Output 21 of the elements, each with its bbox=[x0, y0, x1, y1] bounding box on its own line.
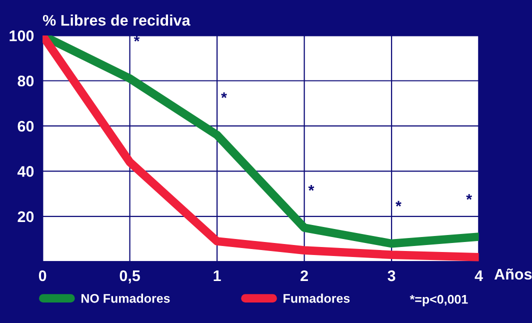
y-tick-label: 80 bbox=[18, 76, 34, 86]
annotation: * bbox=[134, 36, 140, 42]
legend-label: Fumadores bbox=[284, 294, 350, 303]
x-tick-label: 1 bbox=[214, 270, 221, 282]
text: *=p<0,001 bbox=[410, 294, 468, 306]
annotation: * bbox=[308, 185, 314, 191]
x-tick-label: 0,5 bbox=[120, 270, 140, 284]
x-tick-label: 0 bbox=[38, 270, 46, 282]
y-tick-label: 20 bbox=[18, 211, 34, 222]
y-tick-label: 40 bbox=[17, 166, 34, 177]
annotation: * bbox=[466, 194, 472, 200]
annotation: * bbox=[396, 200, 402, 207]
x-tick-label: 3 bbox=[388, 270, 396, 282]
x-tick-label: 2 bbox=[300, 270, 308, 282]
x-axis-title: Años bbox=[494, 268, 532, 280]
y-axis-title: % Libres de recidiva bbox=[42, 14, 190, 26]
x-tick-label: 4 bbox=[474, 270, 483, 282]
y-tick-label: 100 bbox=[10, 30, 34, 42]
y-tick-label: 60 bbox=[18, 120, 34, 132]
legend-label: NO Fumadores bbox=[82, 294, 170, 303]
annotation: * bbox=[221, 92, 227, 98]
